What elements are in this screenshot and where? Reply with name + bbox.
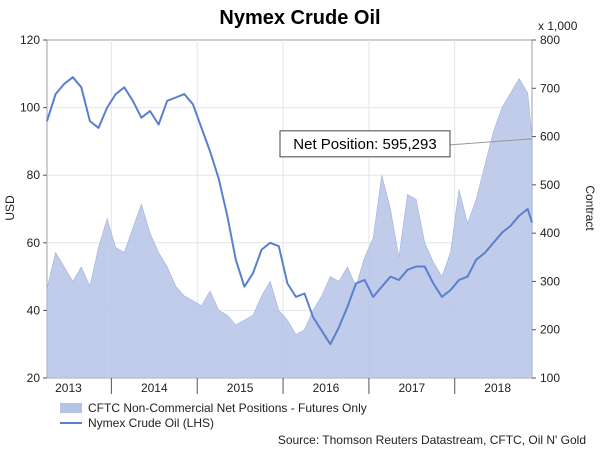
left-tick-label-0: 20 <box>27 371 41 385</box>
crude-price-line-layer <box>46 76 533 346</box>
right-tick-label-2: 300 <box>540 274 560 288</box>
source-note: Source: Thomson Reuters Datastream, CFTC… <box>278 433 586 447</box>
x-tick-label-3: 2016 <box>313 381 340 395</box>
legend: CFTC Non-Commercial Net Positions - Futu… <box>60 401 367 430</box>
crude-price-line <box>46 76 533 346</box>
right-tick-label-1: 200 <box>540 323 560 337</box>
x-tick-label-5: 2018 <box>484 381 511 395</box>
right-tick-label-3: 400 <box>540 226 560 240</box>
callout-box <box>279 130 451 158</box>
net-position-callout: Net Position: 595,293 <box>279 130 533 158</box>
right-axis-label: Contract <box>583 185 597 231</box>
left-axis-ticks: 20 40 60 80 100 120 <box>20 33 47 385</box>
left-tick-label-4: 100 <box>20 101 40 115</box>
left-axis-label: USD <box>3 195 17 221</box>
callout-leader-line <box>449 138 533 146</box>
x-tick-label-1: 2014 <box>141 381 168 395</box>
right-tick-label-6: 700 <box>540 81 560 95</box>
x-tick-label-0: 2013 <box>55 381 82 395</box>
x-tick-label-2: 2015 <box>227 381 254 395</box>
left-tick-label-3: 80 <box>27 168 41 182</box>
right-tick-label-7: 800 <box>540 33 560 47</box>
chart-title: Nymex Crude Oil <box>219 7 380 29</box>
legend-line-label: Nymex Crude Oil (LHS) <box>88 416 214 430</box>
right-tick-label-0: 100 <box>540 371 560 385</box>
left-tick-label-1: 40 <box>27 303 41 317</box>
net-positions-area-layer <box>46 78 533 379</box>
right-axis-multiplier: x 1,000 <box>538 19 578 33</box>
right-tick-label-4: 500 <box>540 178 560 192</box>
legend-area-label: CFTC Non-Commercial Net Positions - Futu… <box>88 401 367 415</box>
left-tick-label-5: 120 <box>20 33 40 47</box>
left-tick-label-2: 60 <box>27 236 41 250</box>
net-positions-area <box>46 78 533 379</box>
x-axis-ticks: 2013 2014 2015 2016 2017 2018 <box>55 378 511 395</box>
right-tick-label-5: 600 <box>540 130 560 144</box>
x-tick-label-4: 2017 <box>398 381 425 395</box>
legend-area-swatch <box>60 403 82 413</box>
right-axis-ticks: 100 200 300 400 500 600 700 800 <box>532 33 560 385</box>
callout-label: Net Position: 595,293 <box>293 136 436 153</box>
